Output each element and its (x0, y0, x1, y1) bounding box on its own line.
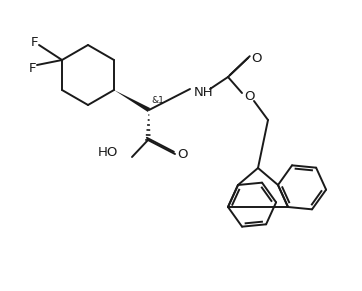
Text: HO: HO (98, 146, 118, 159)
Text: O: O (177, 148, 188, 161)
Text: &1: &1 (151, 96, 164, 105)
Polygon shape (114, 90, 150, 112)
Text: F: F (28, 61, 36, 74)
Text: F: F (30, 36, 38, 49)
Text: O: O (244, 91, 254, 104)
Text: NH: NH (194, 86, 214, 100)
Text: O: O (251, 52, 261, 65)
